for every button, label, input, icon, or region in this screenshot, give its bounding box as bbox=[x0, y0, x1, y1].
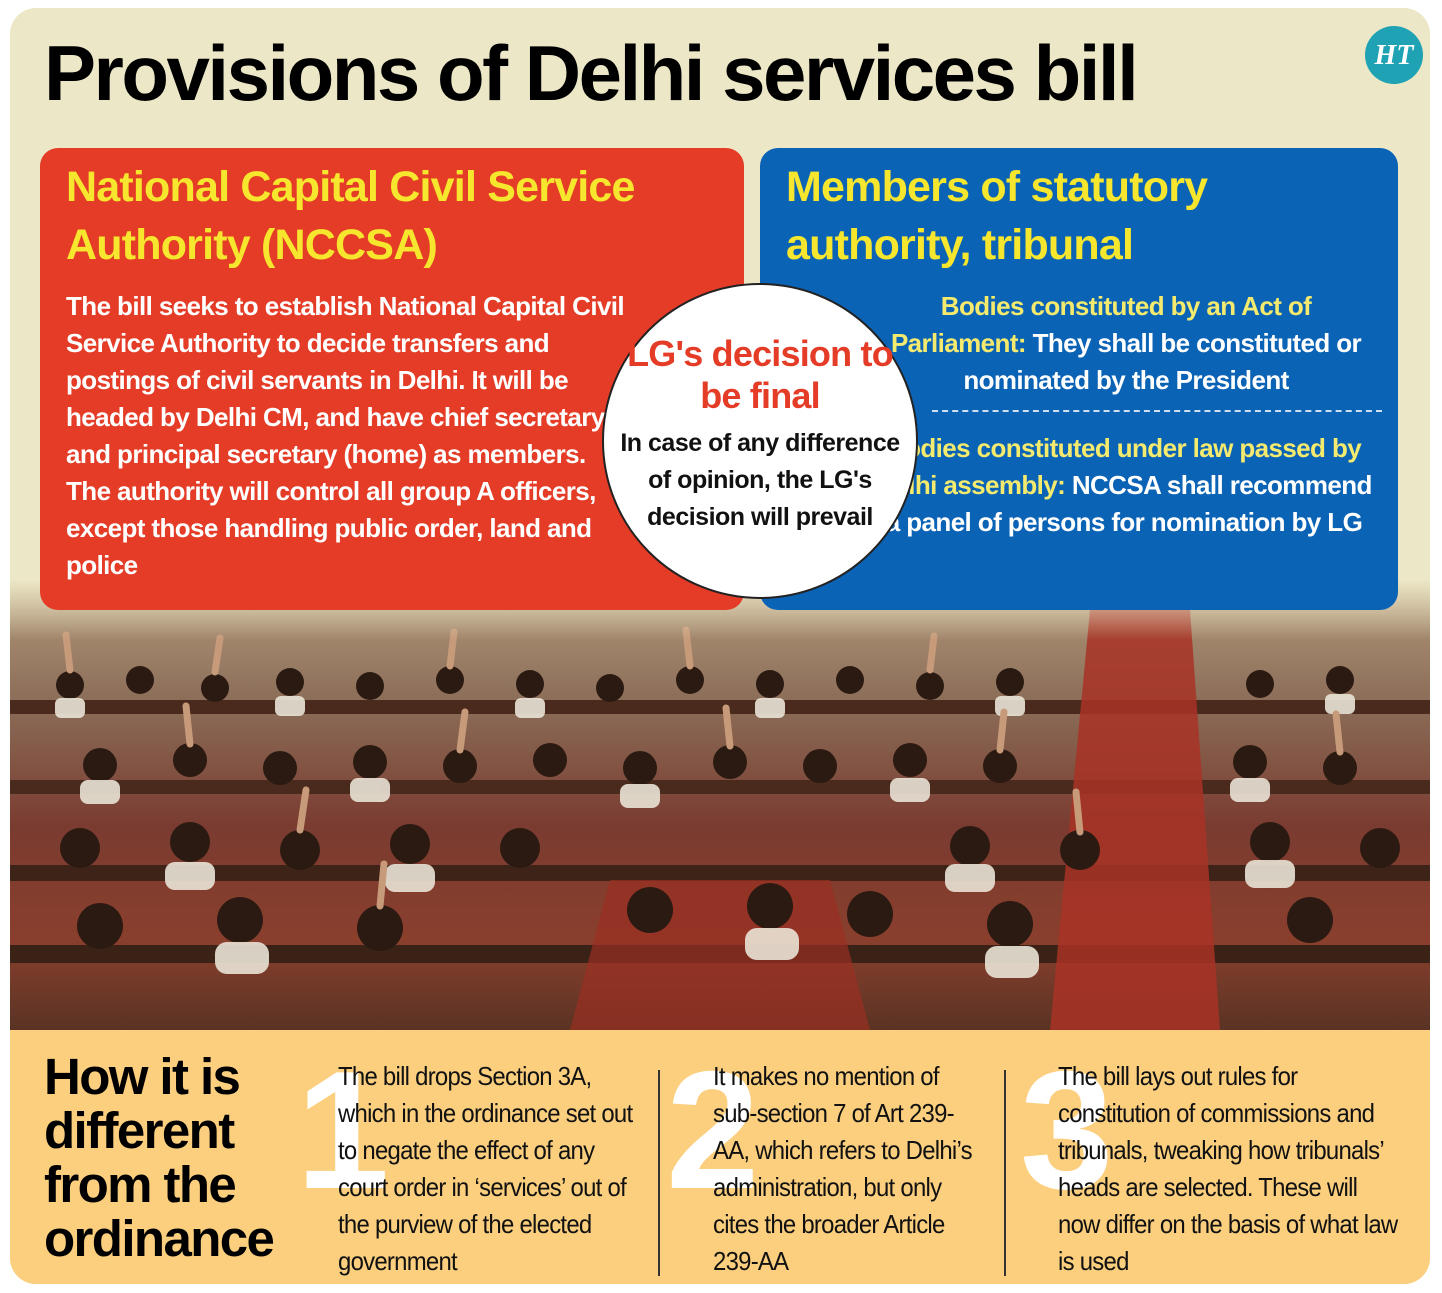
column-divider bbox=[658, 1070, 660, 1276]
parliament-photo bbox=[10, 580, 1430, 1030]
point-number-1: 1 bbox=[296, 1036, 390, 1224]
lg-decision-heading: LG's decision to be final bbox=[627, 333, 894, 416]
nccsa-heading: National Capital Civil Service Authority… bbox=[66, 163, 635, 269]
ht-logo-icon: HT bbox=[1365, 26, 1423, 84]
assembly-bodies-lead: Bodies constituted under law passed by D… bbox=[876, 433, 1362, 500]
column-divider bbox=[1004, 1070, 1006, 1276]
statutory-authority-heading: Members of statutory authority, tribunal bbox=[786, 163, 1208, 269]
point-number-3: 3 bbox=[1020, 1036, 1114, 1224]
point-text-2: It makes no mention of sub-section 7 of … bbox=[713, 1061, 973, 1276]
parliament-bodies-text: They shall be constituted or nominated b… bbox=[963, 328, 1362, 395]
assembly-bodies-text: NCCSA shall recommend a panel of persons… bbox=[885, 470, 1373, 537]
page-title: Provisions of Delhi services bill bbox=[44, 29, 1139, 117]
ordinance-differences-band: How it is different from the ordinance 1… bbox=[10, 1030, 1430, 1284]
lg-decision-circle: LG's decision to be final In case of any… bbox=[602, 283, 918, 599]
point-text-3: The bill lays out rules for constitution… bbox=[1058, 1061, 1398, 1276]
infographic-frame: Provisions of Delhi services bill HT bbox=[10, 8, 1430, 1284]
point-text-1: The bill drops Section 3A, which in the … bbox=[338, 1061, 633, 1276]
lg-decision-text: In case of any difference of opinion, th… bbox=[620, 429, 900, 531]
assembly-bodies-item: Bodies constituted under law passed by D… bbox=[866, 430, 1382, 541]
parliament-bodies-item: Bodies constituted by an Act of Parliame… bbox=[876, 288, 1376, 399]
point-number-2: 2 bbox=[666, 1036, 760, 1224]
nccsa-body: The bill seeks to establish National Cap… bbox=[66, 291, 625, 580]
dashed-divider bbox=[932, 410, 1382, 412]
nccsa-panel: National Capital Civil Service Authority… bbox=[40, 148, 744, 610]
parliament-photo-illustration bbox=[10, 580, 1430, 1030]
parliament-bodies-lead: Bodies constituted by an Act of Parliame… bbox=[890, 291, 1312, 358]
differences-heading: How it is different from the ordinance bbox=[44, 1048, 275, 1267]
